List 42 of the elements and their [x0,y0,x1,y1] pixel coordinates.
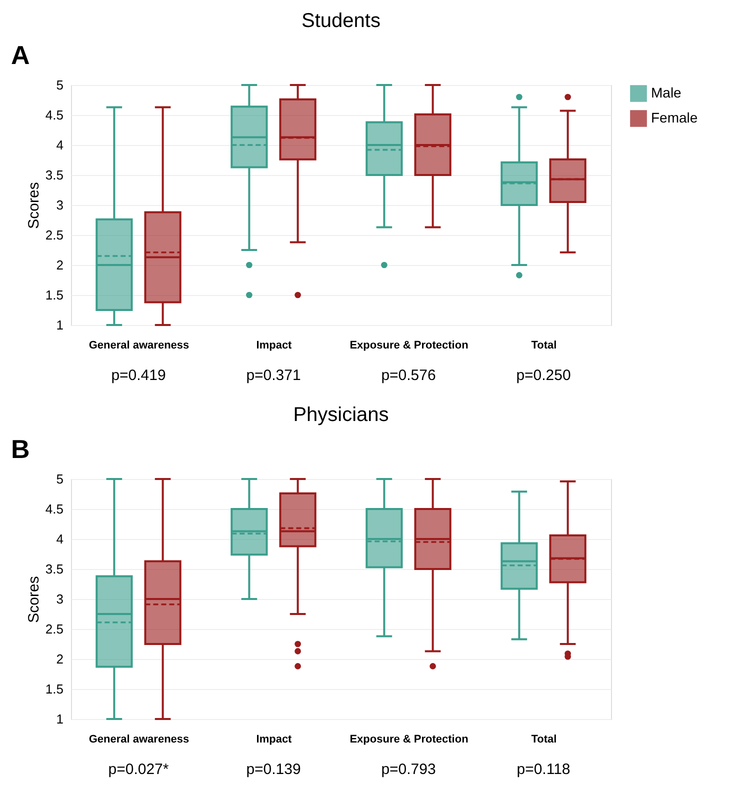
text: p=0.576 [381,367,436,384]
text: p=0.118 [516,761,570,778]
y-axis-title: Scores [25,576,42,623]
text: p=0.419 [111,367,166,384]
x-tick-label: General awareness [88,734,190,746]
text: p=0.250 [516,367,571,384]
x-tick-label: General awareness [88,340,190,352]
y-tick-label: 5 [56,78,64,92]
text: p=0.139 [246,761,301,778]
y-tick-label: 2.5 [45,622,64,636]
y-tick-label: 3 [56,592,64,606]
y-tick-label: 4 [56,532,64,546]
y-tick-label: 1.5 [45,682,64,696]
y-tick-label: 4 [56,138,64,152]
x-tick-label: Impact [256,340,292,352]
y-tick-label: 4.5 [45,502,64,516]
x-tick-label: Exposure & Protection [350,340,469,352]
text: B [11,434,30,464]
y-tick-label: 1 [56,712,64,726]
legend-label: Female [651,110,698,126]
y-tick-label: 4.5 [45,108,64,122]
x-tick-label: Total [531,734,557,746]
y-tick-label: 1 [56,318,64,332]
text: A [11,40,30,70]
y-tick-label: 2 [56,652,64,666]
x-tick-label: Impact [256,734,292,746]
text: p=0.793 [381,761,436,778]
legend-label: Male [651,84,682,100]
x-tick-label: Total [531,340,557,352]
y-tick-label: 3 [56,198,64,212]
x-tick-label: Exposure & Protection [350,734,469,746]
text: p=0.027* [108,761,169,778]
y-tick-label: 1.5 [45,288,64,302]
y-tick-label: 2.5 [45,228,64,242]
chart-title: Physicians [293,404,389,426]
chart-title: Students [302,10,380,32]
y-tick-label: 3.5 [45,562,64,576]
y-tick-label: 5 [56,472,64,486]
y-tick-label: 2 [56,258,64,272]
y-axis-title: Scores [25,182,42,229]
y-tick-label: 3.5 [45,168,64,182]
text: p=0.371 [246,367,301,384]
